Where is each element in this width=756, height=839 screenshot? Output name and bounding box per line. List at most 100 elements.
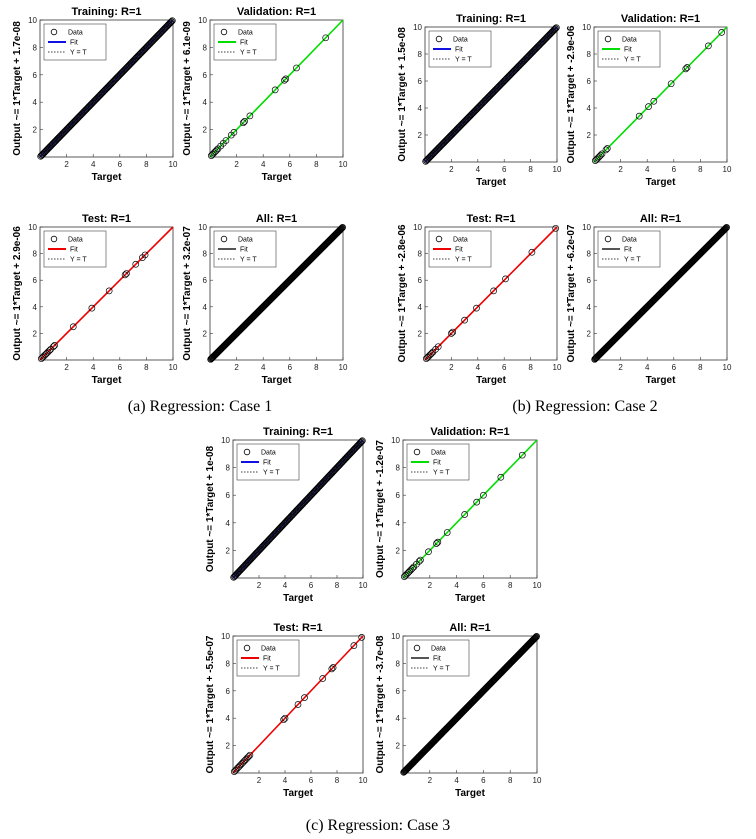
chart-b-all-xlabel: Target bbox=[646, 375, 676, 386]
chart-c-validation-fit-line bbox=[402, 439, 538, 579]
data-point bbox=[428, 350, 435, 357]
legend-data-marker bbox=[604, 35, 612, 43]
data-point bbox=[497, 473, 505, 481]
y-tick-label: 2 bbox=[418, 131, 423, 140]
data-point bbox=[528, 248, 536, 256]
chart-a-test-fit-line bbox=[39, 226, 174, 361]
data-point bbox=[241, 118, 248, 125]
x-tick-label: 2 bbox=[428, 776, 433, 785]
chart-c-all-xlabel: Target bbox=[455, 788, 485, 799]
data-point bbox=[105, 287, 113, 295]
data-point bbox=[448, 330, 455, 337]
y-tick-label: 10 bbox=[413, 23, 422, 32]
data-point bbox=[322, 34, 330, 42]
chart-a-validation-legend: Data Fit Y = T bbox=[213, 23, 277, 61]
x-tick-label: 10 bbox=[533, 776, 542, 785]
y-tick-label: 6 bbox=[33, 276, 38, 285]
data-point bbox=[280, 716, 288, 723]
data-point bbox=[635, 112, 643, 120]
chart-b-validation-data-points bbox=[591, 29, 726, 164]
x-tick-label: 4 bbox=[454, 776, 459, 785]
data-point bbox=[246, 751, 254, 759]
data-point bbox=[490, 287, 497, 295]
chart-b-training: 2 4 6 8 10 2 4 6 8 10 Training: R=1 Target Output ~=… bbox=[397, 13, 562, 188]
data-point bbox=[667, 80, 675, 88]
data-point bbox=[88, 304, 96, 312]
x-tick-label: 6 bbox=[502, 165, 507, 174]
chart-a-validation-title: Validation: R=1 bbox=[237, 6, 316, 18]
y-tick-label: 4 bbox=[418, 303, 423, 312]
chart-c-all: 2 4 6 8 10 2 4 6 8 10 All: R=1 Target Output ~= 1*Ta… bbox=[375, 622, 542, 799]
chart-b-validation-legend: Data Fit Y = T bbox=[597, 30, 661, 68]
legend-data-label: Data bbox=[622, 37, 637, 44]
data-point bbox=[141, 251, 149, 259]
chart-b-validation-xlabel: Target bbox=[646, 177, 676, 188]
x-tick-label: 10 bbox=[359, 776, 368, 785]
y-tick-label: 2 bbox=[396, 742, 401, 751]
y-tick-label: 8 bbox=[587, 50, 592, 59]
data-point bbox=[552, 224, 560, 232]
chart-c-test-data-points bbox=[230, 634, 366, 775]
y-tick-label: 8 bbox=[33, 43, 38, 52]
y-tick-label: 10 bbox=[28, 223, 37, 232]
data-point bbox=[337, 226, 344, 233]
x-tick-label: 6 bbox=[118, 160, 123, 169]
legend-yt-label: Y = T bbox=[455, 57, 472, 64]
x-tick-label: 8 bbox=[508, 581, 513, 590]
x-tick-label: 2 bbox=[234, 363, 239, 372]
x-tick-label: 8 bbox=[698, 165, 703, 174]
data-point bbox=[473, 304, 480, 312]
legend-data-marker bbox=[220, 28, 228, 36]
y-tick-label: 10 bbox=[221, 436, 230, 445]
chart-c-test-xlabel: Target bbox=[283, 788, 313, 799]
data-point bbox=[49, 343, 57, 351]
legend-yt-label: Y = T bbox=[263, 666, 280, 673]
data-point bbox=[552, 24, 560, 32]
y-tick-label: 10 bbox=[198, 223, 207, 232]
y-tick-label: 4 bbox=[226, 519, 231, 528]
chart-a-validation-ylabel: Output ~= 1*Target + 6.1e-09 bbox=[182, 21, 193, 156]
x-tick-label: 10 bbox=[169, 160, 178, 169]
y-tick-label: 2 bbox=[418, 329, 423, 338]
data-point bbox=[449, 328, 457, 336]
chart-c-test-ylabel: Output ~= 1*Target + -5.5e-07 bbox=[205, 635, 216, 773]
y-tick-label: 2 bbox=[33, 329, 38, 338]
data-point bbox=[425, 548, 432, 556]
chart-c-training-title: Training: R=1 bbox=[263, 426, 333, 438]
data-point bbox=[531, 634, 539, 642]
data-point bbox=[602, 146, 610, 154]
chart-b-all-ylabel: Output ~= 1*Target + -6.2e-07 bbox=[566, 224, 577, 362]
data-point bbox=[132, 260, 140, 268]
chart-a-validation-xlabel: Target bbox=[262, 172, 292, 183]
y-tick-label: 4 bbox=[33, 98, 38, 107]
data-point bbox=[531, 635, 538, 642]
chart-a-test: 2 4 6 8 10 2 4 6 8 10 Test: R=1 Target Output ~= 1*T… bbox=[12, 213, 178, 386]
y-tick-label: 4 bbox=[203, 98, 208, 107]
data-point bbox=[167, 18, 175, 26]
chart-a-all-data-points bbox=[207, 224, 346, 363]
data-point bbox=[293, 64, 300, 72]
data-point bbox=[271, 86, 279, 94]
chart-b-all-data-points bbox=[591, 224, 730, 363]
data-point bbox=[705, 42, 712, 50]
legend-fit-label: Fit bbox=[624, 47, 632, 54]
chart-b-test-ylabel: Output ~= 1*Target + -2.8e-06 bbox=[397, 224, 408, 362]
legend-yt-label: Y = T bbox=[433, 666, 450, 673]
data-point bbox=[239, 119, 247, 127]
data-point bbox=[645, 103, 652, 111]
chart-a-all: 2 4 6 8 10 2 4 6 8 10 All: R=1 Target Output ~= 1*Ta… bbox=[182, 213, 348, 386]
x-tick-label: 10 bbox=[553, 165, 562, 174]
chart-b-training-xlabel: Target bbox=[476, 177, 506, 188]
data-point bbox=[650, 97, 658, 105]
y-tick-label: 4 bbox=[33, 303, 38, 312]
chart-b-test-fit-line bbox=[424, 226, 558, 361]
x-tick-label: 2 bbox=[257, 776, 262, 785]
data-point bbox=[473, 498, 481, 506]
legend-fit-label: Fit bbox=[433, 460, 441, 467]
data-point bbox=[417, 556, 424, 564]
y-tick-label: 8 bbox=[418, 50, 423, 59]
y-tick-label: 6 bbox=[203, 71, 208, 80]
legend-fit-label: Fit bbox=[240, 247, 248, 254]
data-point bbox=[357, 438, 365, 446]
